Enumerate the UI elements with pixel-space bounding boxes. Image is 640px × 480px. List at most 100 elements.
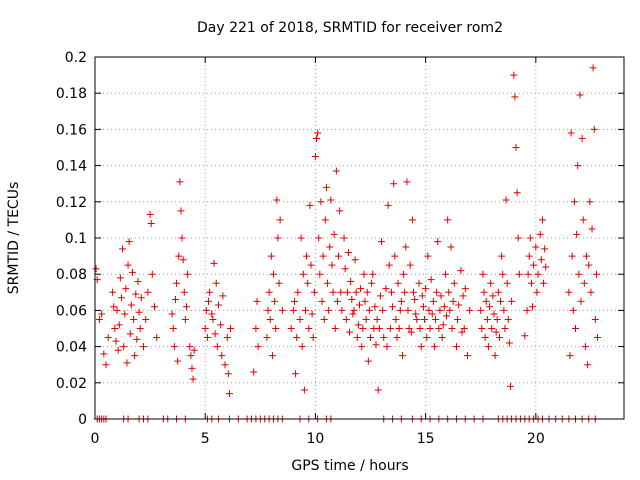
data-point [392,315,400,323]
data-point [457,267,465,275]
y-tick-label: 0.2 [65,50,87,66]
y-tick-label: 0.06 [56,303,87,319]
data-point [272,325,280,332]
data-point [497,297,505,305]
data-point [586,198,594,206]
data-point [136,325,144,332]
data-point [369,270,377,278]
data-point [182,303,190,311]
data-point [146,210,154,218]
data-point [92,265,100,273]
data-point [208,310,216,318]
data-point [592,270,600,278]
data-point [203,334,211,342]
data-point [119,245,127,253]
data-point [205,297,213,305]
data-point [494,288,502,296]
data-point [570,198,578,206]
data-point [421,315,429,323]
data-point [565,288,573,296]
data-point [487,279,495,287]
data-point [506,382,514,390]
data-point [511,93,519,101]
data-point [361,297,369,305]
data-point [112,337,120,345]
data-point [396,306,404,314]
data-point [498,252,506,260]
data-point [265,288,273,296]
data-point [383,343,391,351]
data-point [319,252,327,260]
data-point [115,321,123,329]
data-point [273,196,281,204]
x-tick-label: 0 [91,431,100,447]
data-point [362,315,370,323]
data-point [365,306,373,314]
data-point [305,325,313,332]
data-point [271,297,279,305]
data-point [525,252,533,260]
data-point [532,243,540,251]
data-point [329,288,337,296]
data-point [275,279,283,287]
data-point [367,334,375,342]
data-point [267,252,275,260]
data-point [168,310,176,318]
data-point [521,332,529,340]
data-point [589,64,597,72]
data-point [423,334,431,342]
data-point [405,325,413,332]
data-point [477,306,485,314]
data-point [137,294,145,302]
data-point [402,243,410,251]
data-point [343,288,351,296]
data-point [300,386,308,394]
data-point [153,334,161,342]
data-point [253,297,261,305]
data-point [219,292,227,300]
data-point [341,265,349,273]
x-tick-label: 15 [417,431,435,447]
data-point [307,261,315,269]
data-point [331,325,339,332]
data-point [189,375,197,383]
data-point [413,315,421,323]
data-point [113,306,121,314]
data-point [287,325,295,332]
data-point [466,306,474,314]
data-point [104,334,112,342]
data-point [523,306,531,314]
data-point [169,325,177,332]
data-point [328,261,336,269]
data-point [224,370,232,378]
data-points [92,64,602,423]
data-point [481,334,489,342]
data-point [202,306,210,314]
data-point [581,343,589,351]
data-point [588,225,596,233]
data-point [123,359,131,367]
data-point [371,303,379,311]
data-point [266,315,274,323]
data-point [406,261,414,269]
data-point [436,306,444,314]
data-point [221,361,229,369]
data-point [109,288,117,296]
data-point [397,297,405,305]
data-point [584,361,592,369]
data-point [350,306,358,314]
data-point [125,238,133,246]
data-point [502,196,510,204]
data-point [479,270,487,278]
data-point [425,306,433,314]
data-point [455,301,463,309]
data-point [489,292,497,300]
data-point [591,315,599,323]
data-point [250,368,258,376]
data-point [174,357,182,365]
data-point [491,352,499,360]
data-point [572,325,580,332]
data-point [333,297,341,305]
data-point [315,234,323,242]
data-point [332,167,340,175]
